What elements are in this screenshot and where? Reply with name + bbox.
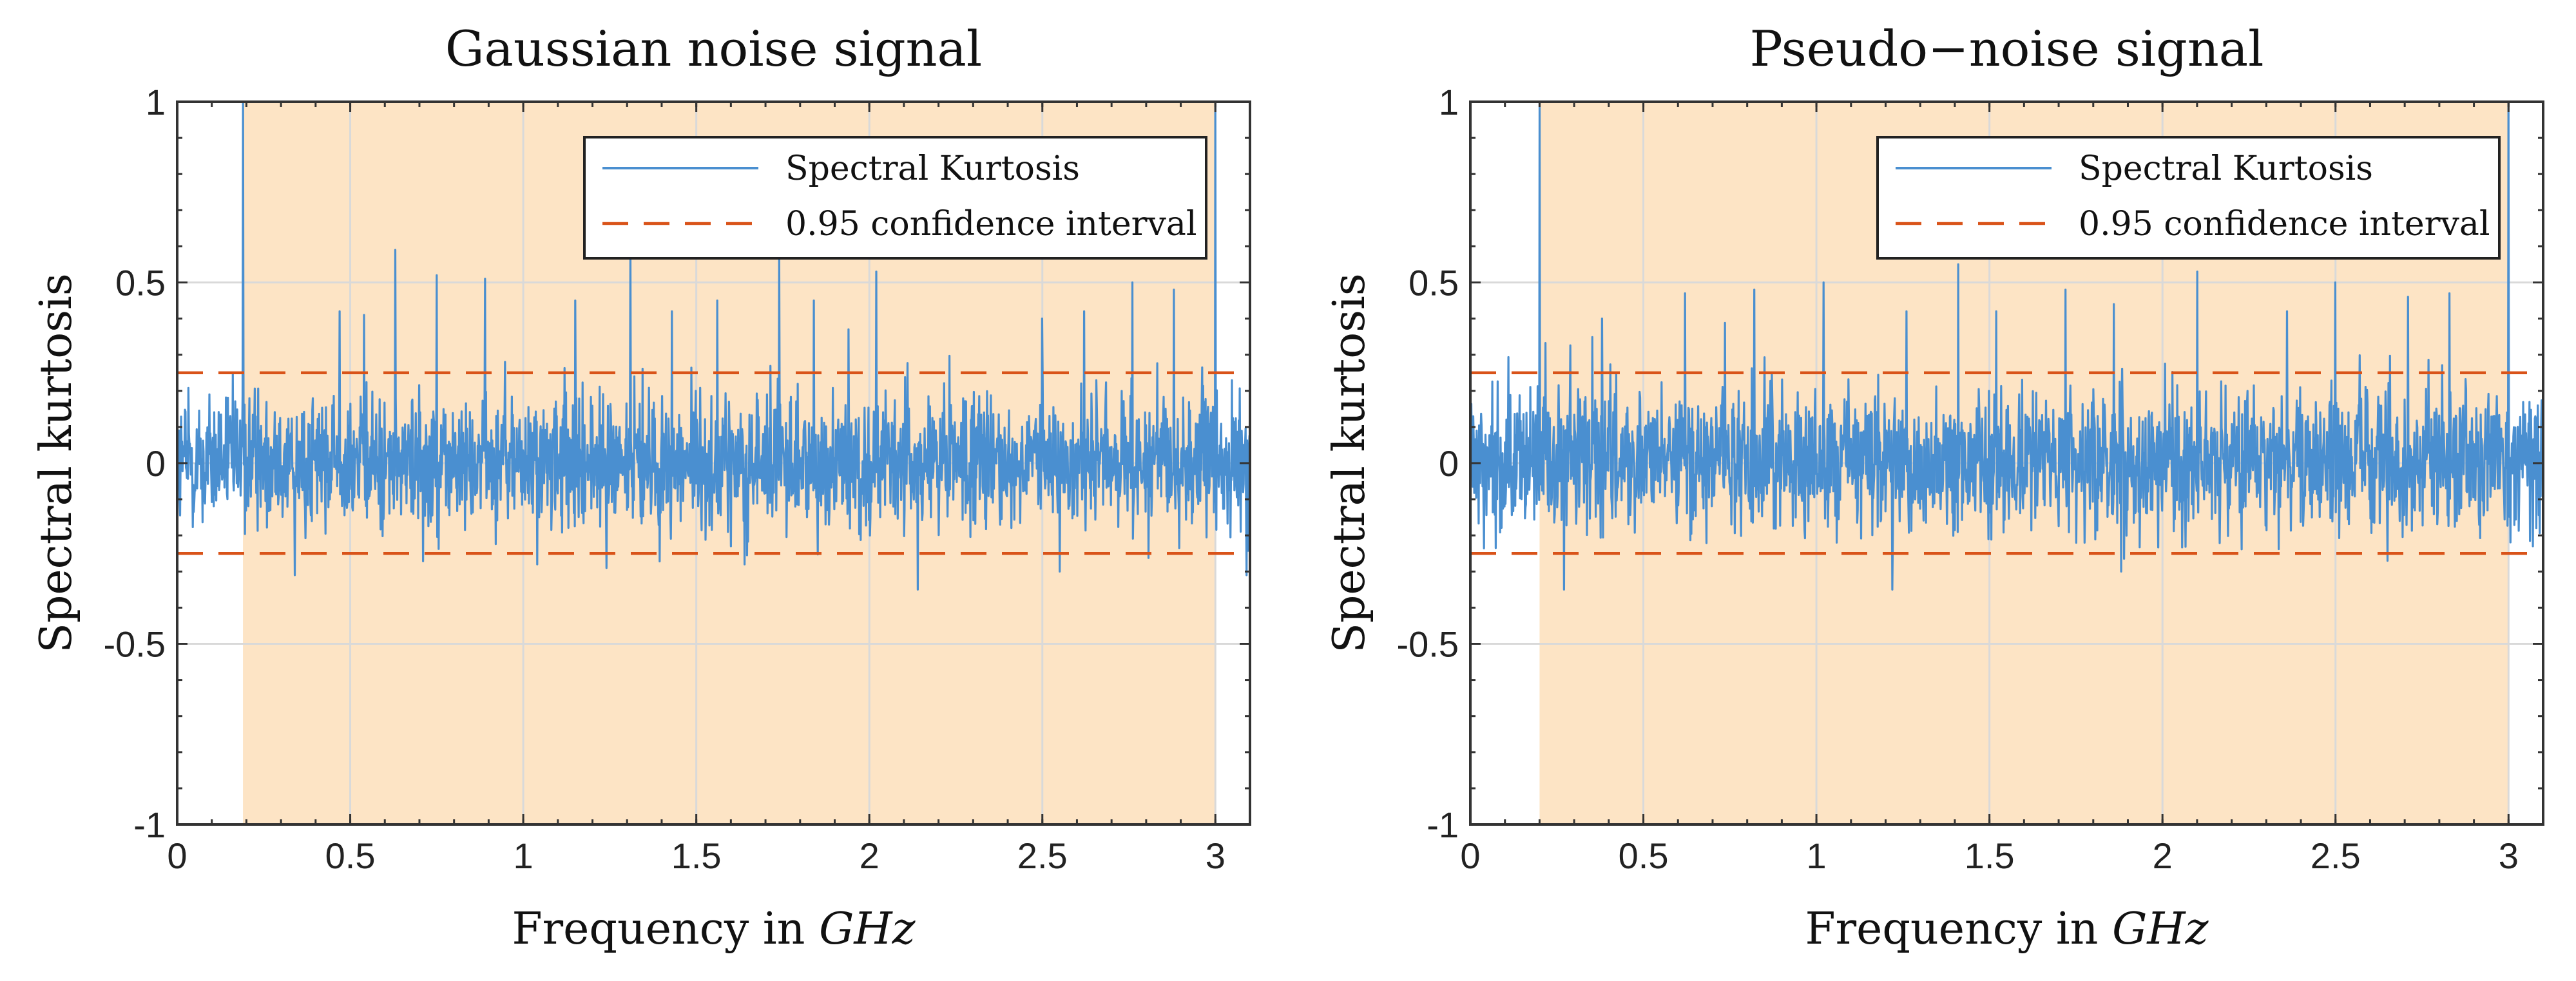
x-axis-label-unit: GHz	[819, 904, 916, 955]
x-tick-label: 0.5	[1619, 835, 1669, 876]
x-tick-label: 0	[1460, 835, 1480, 876]
y-axis-label: Spectral kurtosis	[1324, 273, 1375, 653]
x-tick-label: 3	[2499, 835, 2519, 876]
x-tick-label: 1.5	[671, 835, 722, 876]
y-tick-label: 0	[1439, 443, 1459, 484]
legend-label-confidence: 0.95 confidence interval	[785, 205, 1197, 243]
x-tick-label: 0.5	[325, 835, 376, 876]
x-tick-label: 0	[167, 835, 187, 876]
chart-panel-1: 0 0.5 1 1.5 2 2.5 3 -1 -0.5 0 0.5 1 Gaussian noise s…	[31, 20, 1251, 955]
y-tick-label: -0.5	[104, 624, 166, 665]
y-tick-label: 0.5	[1408, 263, 1459, 303]
x-tick-label: 2.5	[2311, 835, 2361, 876]
y-tick-label: -1	[133, 805, 166, 845]
series-spectral-kurtosis	[1469, 100, 2544, 591]
legend-box	[583, 136, 1207, 260]
x-axis-label-unit: GHz	[2112, 904, 2209, 955]
legend: Spectral Kurtosis 0.95 confidence interva…	[583, 136, 1207, 260]
chart-panel-2: 0 0.5 1 1.5 2 2.5 3 -1 -0.5 0 0.5 1 Pseudo−noise sig…	[1324, 20, 2544, 955]
x-tick-label: 1	[1807, 835, 1827, 876]
y-tick-label: 1	[1439, 82, 1459, 122]
x-tick-label: 1	[514, 835, 533, 876]
legend-box	[1876, 136, 2501, 260]
legend-label-confidence: 0.95 confidence interval	[2079, 205, 2490, 243]
y-tick-label: 0.5	[115, 263, 166, 303]
x-tick-label: 2	[2153, 835, 2173, 876]
y-axis-label: Spectral kurtosis	[31, 273, 82, 653]
legend: Spectral Kurtosis 0.95 confidence interva…	[1876, 136, 2501, 260]
x-tick-label: 1.5	[1965, 835, 2015, 876]
chart-title: Gaussian noise signal	[445, 20, 982, 77]
x-axis-label-text: Frequency in	[1805, 904, 2112, 955]
x-tick-label: 2	[860, 835, 879, 876]
y-tick-label: -1	[1427, 805, 1459, 845]
legend-label-spectral-kurtosis: Spectral Kurtosis	[2079, 149, 2373, 188]
x-tick-label: 2.5	[1017, 835, 1068, 876]
y-tick-label: -0.5	[1397, 624, 1459, 665]
x-axis-label: Frequency in GHz	[512, 904, 916, 955]
x-tick-label: 3	[1206, 835, 1226, 876]
y-tick-label: 0	[146, 443, 166, 484]
x-axis-label: Frequency in GHz	[1805, 904, 2209, 955]
chart-title: Pseudo−noise signal	[1750, 20, 2264, 77]
series-spectral-kurtosis	[176, 100, 1251, 591]
x-axis-label-text: Frequency in	[512, 904, 819, 955]
y-tick-label: 1	[146, 82, 166, 122]
legend-label-spectral-kurtosis: Spectral Kurtosis	[785, 149, 1080, 188]
